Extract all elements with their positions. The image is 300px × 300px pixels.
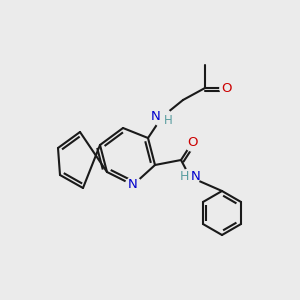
Text: O: O <box>187 136 197 149</box>
Text: O: O <box>222 82 232 94</box>
Text: N: N <box>128 178 138 191</box>
Text: H: H <box>180 170 189 184</box>
Text: H: H <box>164 113 173 127</box>
Text: N: N <box>151 110 161 124</box>
Text: N: N <box>191 170 201 184</box>
